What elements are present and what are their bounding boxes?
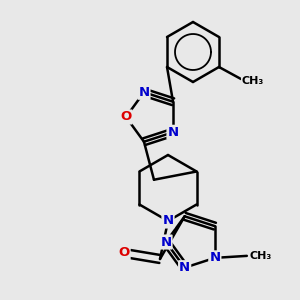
Text: CH₃: CH₃ (242, 76, 264, 86)
Text: N: N (209, 251, 220, 264)
Text: N: N (162, 214, 174, 227)
Text: O: O (120, 110, 132, 124)
Text: CH₃: CH₃ (250, 251, 272, 261)
Text: N: N (167, 126, 178, 139)
Text: N: N (138, 86, 149, 99)
Text: O: O (118, 247, 130, 260)
Text: N: N (160, 236, 172, 248)
Text: N: N (179, 261, 190, 274)
